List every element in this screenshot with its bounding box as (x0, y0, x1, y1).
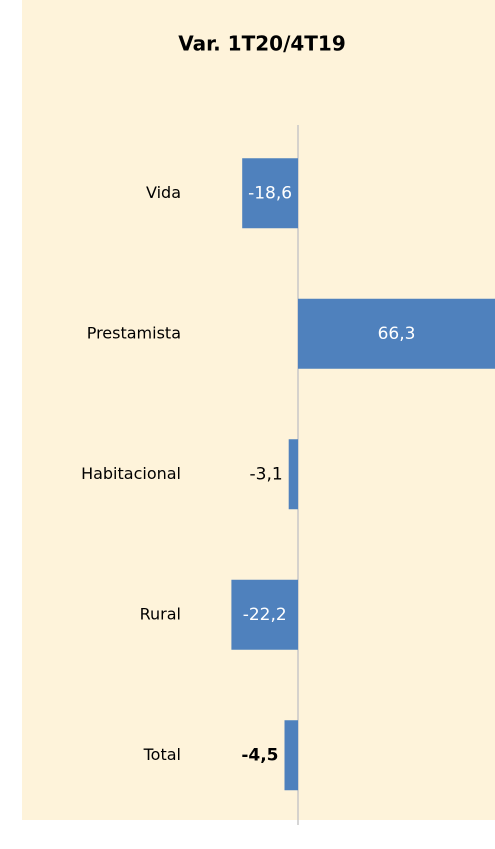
category-label: Habitacional (81, 464, 181, 483)
value-label: -18,6 (248, 183, 292, 203)
bar (231, 579, 298, 650)
bar (298, 298, 495, 369)
bar (242, 158, 298, 229)
category-label: Rural (140, 604, 181, 623)
chart-title: Var. 1T20/4T19 (178, 32, 346, 56)
category-label: Total (143, 745, 181, 764)
value-label: -4,5 (241, 745, 278, 765)
value-label: -22,2 (243, 605, 287, 625)
category-label: Prestamista (87, 323, 181, 342)
bar (288, 439, 298, 510)
bar (284, 720, 298, 791)
value-label: 66,3 (378, 324, 416, 344)
value-label: -3,1 (250, 464, 283, 484)
chart-background (22, 0, 495, 820)
category-label: Vida (146, 183, 181, 202)
